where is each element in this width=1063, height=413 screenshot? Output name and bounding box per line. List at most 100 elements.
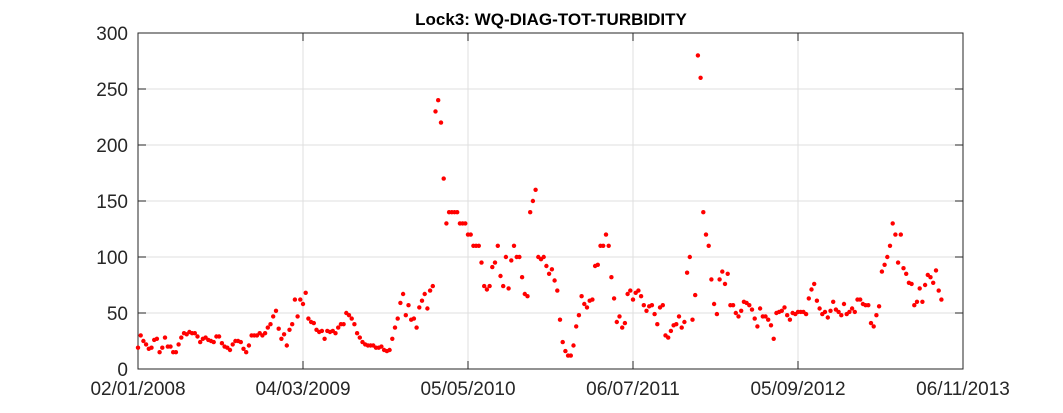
data-point bbox=[525, 294, 530, 299]
data-point bbox=[195, 334, 200, 339]
data-point bbox=[455, 210, 460, 215]
data-point bbox=[749, 307, 755, 312]
data-point bbox=[403, 313, 408, 318]
data-point bbox=[568, 353, 573, 358]
data-point bbox=[176, 342, 181, 347]
data-point bbox=[876, 304, 882, 309]
data-point bbox=[154, 336, 160, 341]
data-point bbox=[555, 288, 560, 293]
data-point bbox=[939, 297, 944, 302]
data-point bbox=[611, 296, 617, 301]
data-point bbox=[162, 335, 168, 340]
data-point bbox=[644, 308, 649, 313]
data-point bbox=[690, 317, 695, 322]
data-point bbox=[290, 322, 295, 327]
data-point bbox=[490, 264, 495, 270]
data-point bbox=[216, 334, 222, 339]
data-point bbox=[281, 332, 287, 337]
data-point bbox=[273, 308, 279, 313]
data-point bbox=[506, 286, 511, 291]
data-point bbox=[422, 291, 427, 297]
data-point bbox=[766, 317, 771, 322]
data-point bbox=[868, 320, 874, 326]
data-point bbox=[936, 288, 941, 293]
data-point bbox=[211, 339, 216, 345]
data-point bbox=[390, 336, 395, 341]
data-point bbox=[346, 313, 352, 318]
data-point bbox=[695, 53, 701, 58]
data-point bbox=[698, 75, 703, 81]
data-point bbox=[427, 288, 433, 293]
data-point bbox=[711, 301, 717, 307]
data-point bbox=[322, 336, 327, 341]
data-point bbox=[885, 254, 890, 260]
data-point bbox=[693, 292, 698, 298]
data-point bbox=[771, 336, 776, 341]
data-point bbox=[433, 109, 438, 114]
data-point bbox=[352, 322, 357, 327]
x-tick-label: 04/03/2009 bbox=[255, 379, 350, 400]
data-point bbox=[271, 314, 276, 319]
data-point bbox=[387, 347, 392, 353]
data-point bbox=[849, 306, 855, 311]
data-point bbox=[882, 262, 887, 267]
data-point bbox=[922, 282, 928, 288]
data-point bbox=[822, 309, 828, 315]
data-point bbox=[444, 221, 449, 226]
data-point bbox=[582, 301, 587, 307]
data-point bbox=[311, 320, 316, 326]
data-point bbox=[852, 309, 857, 315]
data-point bbox=[674, 322, 679, 327]
data-point bbox=[614, 319, 619, 325]
data-point bbox=[292, 297, 298, 302]
data-point bbox=[912, 303, 917, 308]
x-tick-label: 05/09/2012 bbox=[750, 379, 845, 400]
data-point bbox=[890, 221, 895, 226]
data-point bbox=[400, 291, 406, 297]
data-point bbox=[179, 335, 184, 340]
data-point bbox=[836, 309, 841, 315]
data-point bbox=[817, 306, 822, 311]
data-point bbox=[395, 316, 400, 321]
x-tick-label: 02/01/2008 bbox=[90, 379, 185, 400]
data-point bbox=[411, 316, 417, 321]
data-point bbox=[630, 297, 636, 302]
data-point bbox=[160, 345, 165, 350]
data-point bbox=[244, 350, 249, 355]
data-point bbox=[933, 268, 939, 273]
data-point bbox=[357, 335, 362, 340]
data-point bbox=[549, 267, 555, 272]
data-point bbox=[714, 311, 720, 317]
data-point bbox=[825, 315, 830, 320]
data-point bbox=[219, 341, 225, 346]
data-point bbox=[628, 288, 633, 293]
data-point bbox=[682, 319, 687, 325]
data-point bbox=[498, 273, 503, 279]
data-point bbox=[284, 343, 289, 348]
x-tick-label: 06/11/2013 bbox=[916, 379, 1010, 400]
x-tick-label: 05/05/2010 bbox=[420, 379, 515, 400]
data-point bbox=[417, 305, 422, 310]
data-point bbox=[803, 311, 809, 317]
data-point bbox=[668, 328, 674, 334]
data-point bbox=[782, 305, 787, 310]
data-point bbox=[265, 325, 270, 330]
x-tick-label: 06/07/2011 bbox=[586, 379, 680, 400]
data-point bbox=[530, 198, 536, 204]
data-point bbox=[141, 338, 146, 344]
data-point bbox=[198, 339, 203, 345]
data-point bbox=[333, 331, 338, 336]
data-point bbox=[814, 298, 820, 303]
axis-ticks: 02/01/2008 04/03/2009 05/05/2010 06/07/2011… bbox=[90, 24, 1009, 400]
data-point bbox=[341, 322, 346, 327]
data-point bbox=[238, 339, 243, 345]
data-point bbox=[528, 210, 533, 215]
data-point bbox=[306, 316, 311, 321]
data-point bbox=[487, 283, 492, 289]
data-point bbox=[839, 313, 844, 318]
data-point bbox=[590, 297, 595, 302]
data-point bbox=[617, 314, 622, 319]
data-point bbox=[563, 348, 568, 354]
data-point bbox=[625, 291, 630, 297]
data-point bbox=[831, 299, 836, 304]
